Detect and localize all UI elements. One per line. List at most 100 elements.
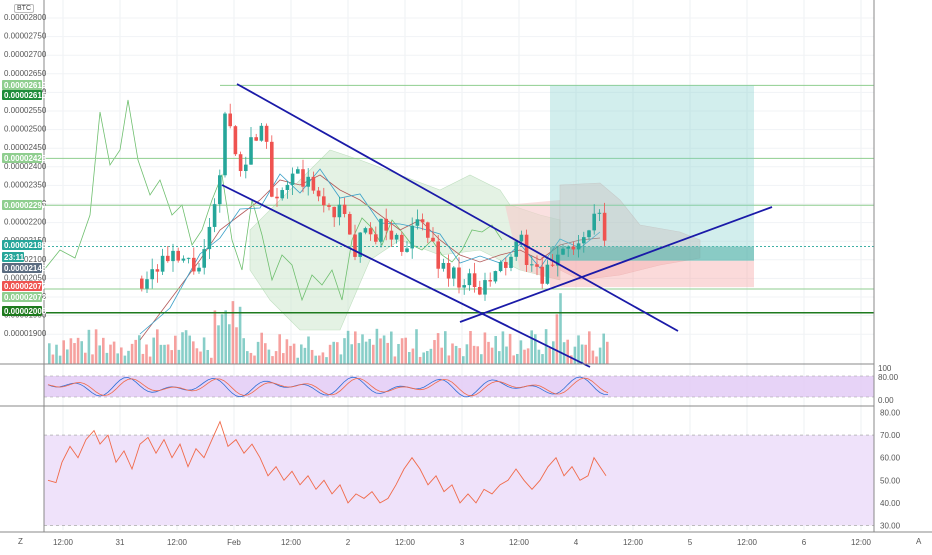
candle-body: [467, 273, 472, 286]
candle-body: [228, 113, 232, 127]
volume-bar: [584, 344, 587, 364]
volume-bar: [516, 353, 519, 364]
stoch-d-line: [47, 377, 609, 397]
price-axis-label: 0.00002450: [4, 143, 47, 152]
price-tag-label: 0.00002615: [4, 91, 47, 100]
volume-bar: [577, 335, 580, 364]
volume-bar: [526, 348, 530, 364]
price-tag: [2, 252, 24, 262]
volume-bar: [105, 352, 109, 364]
volume-bar: [570, 355, 573, 364]
volume-bar: [415, 329, 418, 364]
candle-body: [342, 204, 347, 215]
candle-body: [311, 176, 316, 191]
candle-body: [348, 214, 352, 235]
rsi-axis-label: 80.00: [880, 409, 901, 418]
price-axis-label: 0.00002550: [4, 106, 47, 115]
price-tag-label: 0.00002072: [4, 293, 47, 302]
volume-bar: [55, 344, 58, 364]
volume-bar: [109, 344, 112, 364]
position-stop-zone[interactable]: [550, 260, 754, 288]
horizontal-levels[interactable]: [44, 84, 874, 314]
candle-body: [160, 255, 165, 272]
candle-body: [410, 225, 414, 249]
candle-body: [322, 196, 326, 206]
candle-body: [436, 241, 440, 269]
volume-bar: [300, 344, 303, 364]
volume-bar: [48, 343, 51, 364]
volume-bar: [598, 347, 602, 364]
rsi-band: [44, 435, 874, 526]
rsi-axis-label: 60.00: [880, 454, 901, 463]
volume-bar: [188, 335, 191, 364]
volume-bars: [48, 293, 609, 364]
volume-bar: [368, 338, 371, 364]
candle-body: [296, 169, 300, 174]
price-tag: [2, 306, 42, 316]
volume-bar: [400, 338, 404, 364]
volume-bar: [390, 331, 393, 364]
time-axis-label: 12:00: [851, 538, 872, 547]
long-position-tool[interactable]: [550, 85, 754, 288]
volume-bar: [476, 346, 479, 364]
volume-bar: [170, 350, 173, 364]
volume-bar: [490, 347, 494, 364]
candle-body: [498, 261, 503, 272]
volume-bar: [177, 349, 181, 364]
candle-body: [530, 264, 534, 266]
candle-body: [358, 232, 362, 257]
volume-bar: [253, 355, 256, 364]
volume-bar: [562, 342, 566, 364]
volume-bar: [307, 336, 310, 364]
candle-body: [457, 267, 461, 288]
trend-lines[interactable]: [221, 83, 773, 368]
candle-body: [270, 141, 274, 197]
candle-body: [478, 287, 482, 295]
volume-bar: [465, 344, 469, 364]
candle-body: [540, 266, 544, 284]
descending-channel-upper[interactable]: [236, 83, 679, 332]
time-axis-label: 12:00: [53, 538, 74, 547]
candle-body: [238, 154, 243, 172]
volume-bar: [451, 343, 454, 364]
price-axis-label: 0.00002800: [4, 13, 47, 22]
auto-scale-button[interactable]: Z: [18, 537, 23, 546]
price-tag-label: 0.00002148: [4, 264, 47, 273]
log-scale-button[interactable]: A: [916, 537, 922, 546]
volume-bar: [411, 348, 415, 364]
ascending-support-line[interactable]: [459, 206, 773, 323]
lagging-span: [43, 99, 503, 302]
volume-bar: [141, 353, 145, 364]
position-target-zone[interactable]: [550, 85, 754, 261]
stoch-axis-label: 0.00: [878, 396, 894, 405]
candle-body: [415, 219, 420, 226]
volume-bar: [213, 310, 217, 364]
price-tag: [2, 240, 42, 250]
candle-body: [218, 175, 222, 205]
candle-body: [259, 125, 264, 141]
candle-body: [290, 173, 295, 185]
candle-body: [374, 234, 378, 242]
price-axis-label: 0.00002050: [4, 273, 47, 282]
volume-bar: [69, 338, 73, 364]
volume-bar: [318, 355, 321, 364]
volume-bar: [354, 331, 357, 364]
candle-body: [353, 234, 357, 257]
candle-body: [587, 230, 591, 238]
price-axis-label: 0.00002500: [4, 125, 47, 134]
candle-body: [405, 248, 409, 252]
volume-bar: [454, 345, 458, 364]
volume-bar: [274, 351, 278, 364]
candle-body: [316, 190, 321, 197]
candle-body: [275, 196, 279, 199]
candle-body: [212, 204, 217, 227]
candle-body: [514, 241, 518, 257]
volume-bar: [472, 345, 476, 364]
volume-bar: [192, 341, 195, 364]
volume-bar: [404, 337, 407, 364]
descending-channel-lower[interactable]: [221, 184, 591, 368]
cloud-bearish: [505, 200, 560, 280]
candle-body: [426, 222, 430, 238]
candle-body: [504, 261, 508, 268]
